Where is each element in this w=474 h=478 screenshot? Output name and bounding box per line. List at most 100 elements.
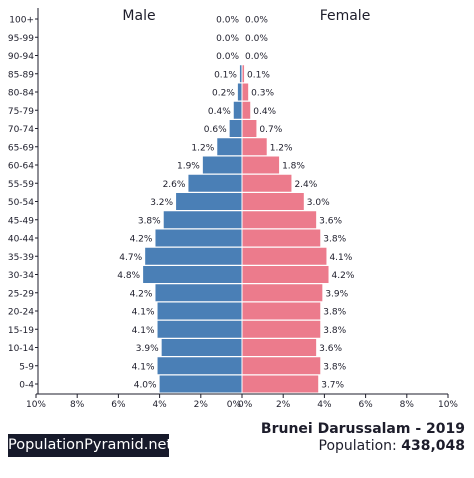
value-label-female-5-9: 3.8% (323, 362, 346, 372)
bar-female-15-19 (242, 320, 321, 338)
bar-female-50-54 (242, 193, 304, 210)
value-label-male-30-34: 4.8% (117, 271, 140, 281)
x-tick-label-2: 6% (111, 400, 126, 410)
bar-female-45-49 (242, 211, 317, 229)
age-label-60-64: 60-64 (8, 162, 34, 172)
value-label-female-0-4: 3.7% (321, 381, 344, 391)
legend-female: Female (320, 8, 371, 24)
brand-badge[interactable]: PopulationPyramid.net (8, 434, 172, 457)
value-label-female-85-89: 0.1% (247, 70, 270, 80)
value-label-male-75-79: 0.4% (208, 107, 231, 117)
x-tick-label-6: 2% (276, 400, 291, 410)
bar-female-30-34 (242, 266, 329, 283)
bar-male-30-34 (143, 266, 242, 283)
bar-female-85-89 (242, 65, 245, 83)
value-label-male-35-39: 4.7% (119, 253, 142, 263)
age-label-30-34: 30-34 (8, 271, 34, 281)
x-tick-label-10: 10% (438, 400, 458, 410)
age-label-25-29: 25-29 (8, 289, 34, 299)
bar-female-35-39 (242, 247, 327, 265)
value-label-female-70-74: 0.7% (259, 125, 282, 135)
value-label-male-45-49: 3.8% (138, 216, 161, 226)
age-label-0-4: 0-4 (19, 381, 34, 391)
age-label-65-69: 65-69 (8, 143, 34, 153)
axes-layer (35, 8, 449, 398)
age-label-95-99: 95-99 (8, 34, 34, 44)
x-tick-label-3: 4% (152, 400, 167, 410)
bars-layer (143, 65, 329, 393)
x-tick-label-9: 8% (400, 400, 415, 410)
x-tick-label-0: 10% (26, 400, 46, 410)
value-label-female-55-59: 2.4% (294, 180, 317, 190)
bar-female-25-29 (242, 284, 323, 302)
age-label-85-89: 85-89 (8, 70, 34, 80)
bar-male-10-14 (161, 339, 242, 356)
bar-male-65-69 (217, 138, 242, 156)
value-label-female-80-84: 0.3% (251, 89, 274, 99)
bar-male-80-84 (237, 83, 242, 101)
age-label-70-74: 70-74 (8, 125, 34, 135)
x-tick-label-zero-right: 0% (238, 400, 253, 410)
value-label-female-45-49: 3.6% (319, 216, 342, 226)
value-label-female-65-69: 1.2% (270, 143, 293, 153)
value-label-male-90-94: 0.0% (216, 52, 239, 62)
value-label-male-100+: 0.0% (216, 16, 239, 26)
age-label-5-9: 5-9 (19, 362, 34, 372)
population-line: Population: 438,048 (319, 438, 466, 454)
bar-female-55-59 (242, 174, 292, 192)
age-label-80-84: 80-84 (8, 89, 34, 99)
bar-male-20-24 (157, 302, 242, 320)
bar-male-15-19 (157, 320, 242, 338)
value-label-male-80-84: 0.2% (212, 89, 235, 99)
chart-title: Brunei Darussalam - 2019 (260, 421, 465, 437)
value-label-male-95-99: 0.0% (216, 34, 239, 44)
value-label-male-85-89: 0.1% (214, 70, 237, 80)
bar-male-55-59 (188, 174, 242, 192)
age-label-40-44: 40-44 (8, 235, 34, 245)
x-tick-label-7: 4% (317, 400, 332, 410)
value-label-male-70-74: 0.6% (204, 125, 227, 135)
x-tick-label-1: 8% (70, 400, 85, 410)
age-label-55-59: 55-59 (8, 180, 34, 190)
x-tick-label-8: 6% (358, 400, 373, 410)
value-label-male-0-4: 4.0% (134, 381, 157, 391)
age-label-10-14: 10-14 (8, 344, 34, 354)
value-label-female-75-79: 0.4% (253, 107, 276, 117)
bar-female-0-4 (242, 375, 319, 393)
age-label-90-94: 90-94 (8, 52, 34, 62)
value-label-male-60-64: 1.9% (177, 162, 200, 172)
bar-male-70-74 (229, 120, 242, 137)
value-label-female-30-34: 4.2% (332, 271, 355, 281)
value-label-female-50-54: 3.0% (307, 198, 330, 208)
labels-layer: Male Female 100+ 0.0% 0.0% 95-99 0.0% 0.0% 90-94… (8, 8, 459, 410)
bar-female-20-24 (242, 302, 321, 320)
age-label-45-49: 45-49 (8, 216, 34, 226)
value-label-male-25-29: 4.2% (130, 289, 153, 299)
legend-male: Male (122, 8, 155, 24)
bar-female-75-79 (242, 101, 251, 119)
bar-male-5-9 (157, 357, 242, 375)
bar-female-10-14 (242, 339, 317, 356)
value-label-female-95-99: 0.0% (245, 34, 268, 44)
bar-female-60-64 (242, 156, 280, 174)
value-label-female-35-39: 4.1% (329, 253, 352, 263)
value-label-female-10-14: 3.6% (319, 344, 342, 354)
bar-male-75-79 (233, 101, 242, 119)
x-tick-label-zero-left: 0% (227, 400, 242, 410)
bar-male-50-54 (176, 193, 242, 210)
age-label-20-24: 20-24 (8, 308, 34, 318)
value-label-female-100+: 0.0% (245, 16, 268, 26)
population-label: Population: (318, 438, 397, 454)
value-label-female-90-94: 0.0% (245, 52, 268, 62)
bar-male-25-29 (155, 284, 242, 302)
value-label-male-55-59: 2.6% (163, 180, 186, 190)
value-label-male-15-19: 4.1% (132, 326, 155, 336)
bar-male-0-4 (159, 375, 242, 393)
value-label-female-25-29: 3.9% (325, 289, 348, 299)
value-label-female-15-19: 3.8% (323, 326, 346, 336)
value-label-male-5-9: 4.1% (132, 362, 155, 372)
age-label-35-39: 35-39 (8, 253, 34, 263)
value-label-male-20-24: 4.1% (132, 308, 155, 318)
population-value: 438,048 (401, 438, 465, 454)
